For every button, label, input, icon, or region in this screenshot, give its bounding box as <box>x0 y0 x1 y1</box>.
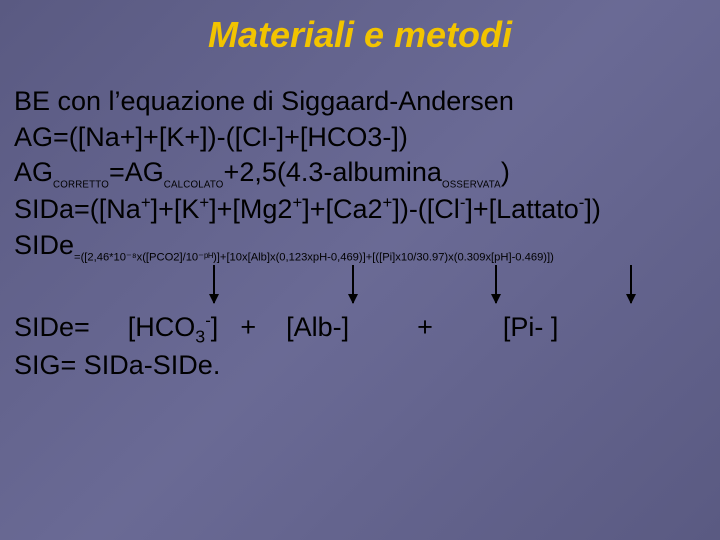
slide-title: Materiali e metodi <box>0 0 720 84</box>
sida-d: ])-([Cl <box>392 194 459 224</box>
side-b: [HCO3-] <box>128 311 219 347</box>
slide: Materiali e metodi BE con l’equazione di… <box>0 0 720 540</box>
arrow-4 <box>630 265 632 303</box>
side-b1: [HCO <box>128 312 196 342</box>
sida-f: ]) <box>584 194 601 224</box>
ag-corr-post2: ) <box>501 157 510 187</box>
side-a: SIDe= <box>14 312 90 343</box>
side-b3: ] <box>211 312 219 342</box>
sida-b: ]+[Mg2 <box>209 194 292 224</box>
ag-corr-mid: =AG <box>109 157 164 187</box>
ag-corr-sub3: OSSERVATA <box>442 180 501 191</box>
sida-sup3: + <box>292 193 302 212</box>
side-b2: 3 <box>195 327 205 347</box>
ag-corr-pre: AG <box>14 157 53 187</box>
line-be: BE con l’equazione di Siggaard-Andersen <box>14 84 710 120</box>
side-c: [Alb-] <box>286 312 349 343</box>
side-plus1: + <box>240 312 256 343</box>
side-pre: SIDe <box>14 230 74 260</box>
arrow-row <box>0 265 720 307</box>
sida-a: ]+[K <box>151 194 200 224</box>
sida-sup2: + <box>199 193 209 212</box>
line-side-formula: SIDe=([2,46*10⁻⁸x([PCO2]/10⁻ᵖᴴ)]+[10x[Al… <box>14 228 710 265</box>
sida-e: ]+[Lattato <box>465 194 578 224</box>
sida-sup1: + <box>141 193 151 212</box>
line-ag: AG=([Na+]+[K+])-([Cl-]+[HCO3-]) <box>14 120 710 156</box>
side-tiny: =([2,46*10⁻⁸x([PCO2]/10⁻ᵖᴴ)]+[10x[Alb]x(… <box>74 251 554 263</box>
arrow-3 <box>495 265 497 303</box>
line-sig: SIG= SIDa-SIDe. <box>14 348 720 384</box>
side-d: [Pi- ] <box>503 312 559 343</box>
line-side-parts: SIDe= [HCO3-] + [Alb-] + [Pi- ] <box>14 311 720 347</box>
ag-corr-post1: +2,5(4.3-albumina <box>224 157 442 187</box>
ag-corr-sub1: CORRETTO <box>53 180 109 191</box>
line-ag-corr: AGCORRETTO=AGCALCOLATO+2,5(4.3-albuminaO… <box>14 155 710 192</box>
sida-c: ]+[Ca2 <box>302 194 382 224</box>
line-sida: SIDa=([Na+]+[K+]+[Mg2+]+[Ca2+])-([Cl-]+[… <box>14 192 710 228</box>
sida-sup4: + <box>383 193 393 212</box>
side-plus2: + <box>417 312 433 343</box>
arrow-1 <box>213 265 215 303</box>
arrow-2 <box>352 265 354 303</box>
content-block-1: BE con l’equazione di Siggaard-Andersen … <box>0 84 720 265</box>
content-block-2: SIDe= [HCO3-] + [Alb-] + [Pi- ] SIG= SID… <box>0 311 720 383</box>
sida-pre: SIDa=([Na <box>14 194 141 224</box>
ag-corr-sub2: CALCOLATO <box>164 180 224 191</box>
